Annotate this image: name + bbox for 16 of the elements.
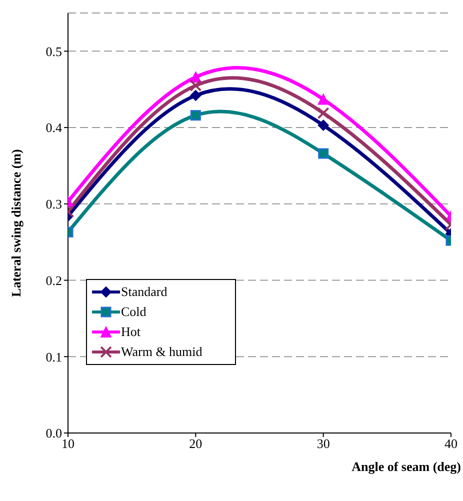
y-tick-label: 0.3 bbox=[46, 196, 62, 212]
y-tick-label: 0.2 bbox=[46, 272, 62, 288]
legend-label: Standard bbox=[121, 284, 168, 300]
y-tick-label: 0.4 bbox=[46, 120, 62, 136]
x-tick-label: 20 bbox=[189, 436, 202, 452]
x-tick-label: 30 bbox=[316, 436, 330, 452]
y-tick-label: 0.1 bbox=[46, 349, 62, 364]
legend-label: Hot bbox=[121, 324, 140, 340]
y-tick-label: 0.0 bbox=[46, 426, 62, 441]
legend-label: Cold bbox=[121, 304, 146, 320]
x-tick-label: 10 bbox=[62, 436, 74, 452]
legend-label: Warm & humid bbox=[121, 344, 202, 360]
x-tick-label: 40 bbox=[444, 436, 458, 452]
y-tick-label: 0.5 bbox=[46, 44, 62, 59]
x-axis-title: Angle of seam (deg) bbox=[352, 459, 461, 474]
y-axis-title: Lateral swing distance (m) bbox=[8, 149, 24, 297]
